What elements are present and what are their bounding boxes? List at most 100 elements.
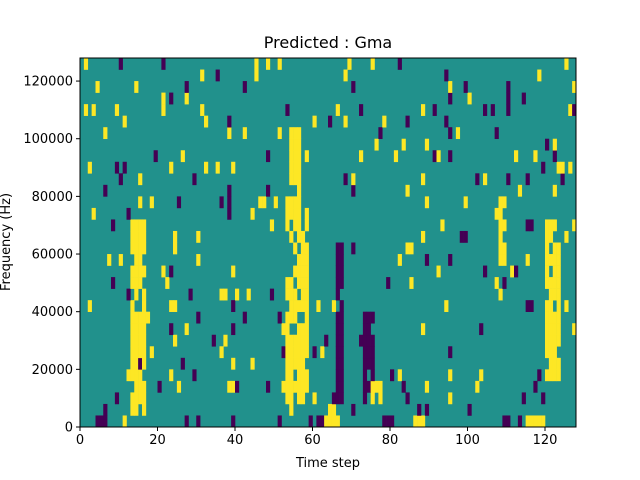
heatmap-cell — [502, 254, 507, 266]
heatmap-cell — [556, 161, 561, 174]
heatmap-cell — [374, 380, 379, 393]
heatmap-cell — [111, 219, 116, 232]
heatmap-cell — [463, 196, 468, 209]
heatmap-cell — [490, 104, 495, 116]
heatmap-cell — [297, 265, 302, 278]
heatmap-cell — [138, 196, 143, 209]
heatmap-cell — [548, 288, 554, 301]
heatmap-cell — [378, 127, 383, 140]
heatmap-cell — [297, 357, 302, 370]
heatmap-cell — [545, 323, 550, 336]
heatmap-cell — [130, 311, 135, 324]
heatmap-cell — [138, 265, 143, 278]
heatmap-cell — [541, 415, 546, 428]
heatmap-cell — [483, 104, 488, 116]
heatmap-cell — [359, 334, 364, 347]
heatmap-cell — [169, 92, 174, 105]
heatmap-cell — [548, 230, 554, 243]
heatmap-cell — [529, 415, 534, 428]
heatmap-cell — [169, 161, 174, 174]
heatmap-cell — [351, 184, 356, 197]
heatmap-cell — [250, 207, 255, 220]
heatmap-cell — [297, 138, 302, 151]
x-tick-label: 100 — [455, 433, 480, 448]
heatmap-cell — [448, 150, 453, 163]
heatmap-cell — [343, 115, 348, 128]
heatmap-cell — [289, 207, 294, 220]
heatmap-cell — [130, 230, 135, 243]
heatmap-cell — [297, 230, 302, 243]
heatmap-cell — [552, 277, 557, 289]
heatmap-cell — [153, 150, 158, 163]
heatmap-cell — [289, 369, 294, 382]
heatmap-cell — [479, 323, 484, 336]
heatmap-cell — [293, 265, 298, 278]
heatmap-cell — [300, 380, 306, 393]
heatmap-cell — [362, 392, 368, 405]
heatmap-cell — [300, 230, 306, 243]
heatmap-cell — [293, 173, 298, 186]
heatmap-cell — [180, 150, 185, 163]
heatmap-cell — [184, 323, 189, 336]
heatmap-cell — [142, 380, 147, 393]
heatmap-cell — [421, 415, 426, 428]
heatmap-cell — [293, 288, 298, 301]
heatmap-cell — [331, 300, 337, 312]
heatmap-cell — [556, 254, 561, 266]
heatmap-cell — [161, 265, 166, 278]
heatmap-cell — [246, 288, 251, 301]
heatmap-cell — [397, 369, 402, 382]
heatmap-cell — [176, 196, 182, 209]
heatmap-cell — [173, 242, 178, 255]
heatmap-cell — [324, 334, 329, 347]
heatmap-cell — [494, 277, 499, 289]
heatmap-cell — [335, 415, 340, 428]
heatmap-cell — [548, 334, 554, 347]
heatmap-cell — [138, 219, 143, 232]
heatmap-cell — [142, 392, 147, 405]
heatmap-cell — [548, 277, 554, 289]
heatmap-cell — [300, 334, 306, 347]
heatmap-cell — [103, 184, 108, 197]
heatmap-cell — [200, 104, 205, 116]
heatmap-cell — [444, 69, 449, 82]
heatmap-cell — [370, 392, 375, 405]
heatmap-cell — [161, 92, 166, 105]
heatmap-cell — [417, 403, 422, 416]
heatmap-cell — [266, 58, 271, 70]
heatmap-cell — [297, 184, 302, 197]
heatmap-cell — [502, 219, 507, 232]
heatmap-cell — [405, 242, 410, 255]
heatmap-cell — [157, 380, 162, 393]
heatmap-cell — [552, 254, 557, 266]
heatmap-cell — [192, 369, 197, 382]
heatmap-cell — [95, 415, 100, 428]
heatmap-cell — [285, 207, 290, 220]
heatmap-cell — [118, 173, 123, 186]
heatmap-cell — [514, 150, 519, 163]
heatmap-cell — [335, 277, 340, 289]
heatmap-cell — [219, 346, 224, 359]
heatmap-cell — [145, 311, 151, 324]
heatmap-cell — [316, 300, 321, 312]
heatmap-cell — [293, 127, 298, 140]
heatmap-cell — [548, 323, 554, 336]
heatmap-cell — [173, 334, 178, 347]
heatmap-cell — [126, 207, 131, 220]
heatmap-cell — [114, 104, 120, 116]
heatmap-cell — [196, 254, 201, 266]
heatmap-cell — [227, 196, 232, 209]
heatmap-cell — [548, 254, 554, 266]
heatmap-cell — [114, 392, 120, 405]
heatmap-cell — [297, 380, 302, 393]
heatmap-cell — [370, 380, 375, 393]
heatmap-cell — [142, 357, 147, 370]
heatmap-cell — [300, 288, 306, 301]
heatmap-cell — [331, 392, 337, 405]
heatmap-cell — [169, 265, 174, 278]
heatmap-cell — [231, 265, 236, 278]
heatmap-cell — [498, 219, 503, 232]
heatmap-cell — [196, 415, 201, 428]
heatmap-cell — [366, 380, 371, 393]
heatmap-cell — [142, 346, 147, 359]
